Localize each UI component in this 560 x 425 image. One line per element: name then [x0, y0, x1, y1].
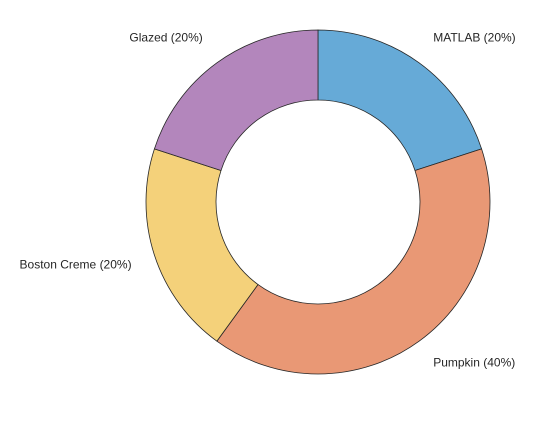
- slice-glazed: [153, 29, 319, 171]
- slice-label-glazed: Glazed (20%): [129, 30, 202, 44]
- donut-labels: MATLAB (20%) Pumpkin (40%) Boston Creme (2…: [20, 30, 516, 369]
- slice-label-pumpkin: Pumpkin (40%): [433, 356, 515, 370]
- slice-pumpkin: [216, 148, 491, 375]
- slice-label-boston-creme: Boston Creme (20%): [20, 258, 132, 272]
- slice-label-matlab: MATLAB (20%): [433, 30, 515, 44]
- slice-matlab: [317, 29, 483, 171]
- donut-slices: [145, 29, 491, 375]
